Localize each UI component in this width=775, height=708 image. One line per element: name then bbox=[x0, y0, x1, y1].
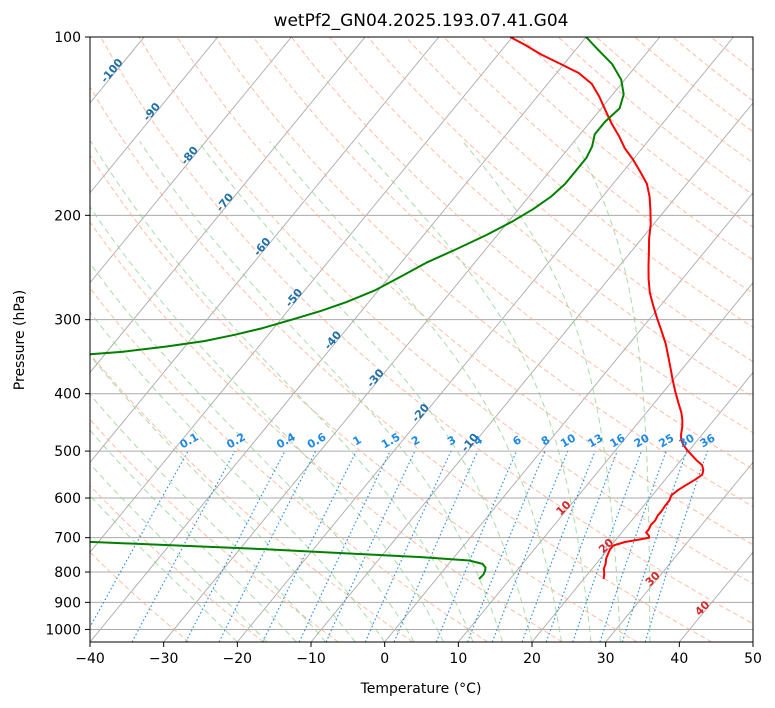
dry-adiabat bbox=[90, 221, 563, 642]
moist-adiabat bbox=[462, 140, 621, 642]
mixing-ratio-line bbox=[435, 450, 518, 642]
mixing-ratio-line bbox=[644, 450, 708, 642]
background-lines bbox=[90, 37, 753, 642]
y-tick-label: 300 bbox=[54, 313, 81, 329]
y-tick-label: 800 bbox=[54, 565, 81, 581]
x-tick-label: −10 bbox=[296, 651, 326, 667]
moist-adiabat bbox=[90, 311, 386, 642]
mixing-ratio-line bbox=[545, 450, 618, 642]
y-axis: 100 200 300 400 500 600 700 800 900 1000 bbox=[45, 30, 90, 638]
chart-title: wetPf2_GN04.2025.193.07.41.G04 bbox=[274, 11, 569, 31]
moist-adiabat bbox=[573, 141, 651, 642]
dry-adiabat bbox=[443, 37, 753, 294]
y-tick-label: 200 bbox=[54, 208, 81, 224]
moist-adiabat bbox=[269, 140, 562, 642]
x-tick-label: 40 bbox=[670, 651, 688, 667]
mixing-ratio-line bbox=[599, 450, 667, 642]
x-axis-label: Temperature (°C) bbox=[360, 681, 482, 697]
moist-adiabat bbox=[197, 141, 533, 642]
moist-adiabat bbox=[90, 429, 297, 642]
dry-adiabat bbox=[329, 37, 753, 398]
isotherm-line bbox=[384, 192, 753, 642]
x-tick-label: 20 bbox=[523, 651, 541, 667]
x-tick-label: 30 bbox=[597, 651, 615, 667]
x-axis: −40 −30 −20 −10 0 10 20 30 40 50 bbox=[75, 642, 762, 667]
x-tick-label: −30 bbox=[149, 651, 179, 667]
isotherm-line bbox=[90, 37, 292, 284]
dry-adiabat bbox=[138, 37, 753, 585]
dry-adiabat bbox=[90, 484, 264, 642]
isotherm-line bbox=[90, 37, 513, 553]
mixing-ratio-line bbox=[621, 450, 688, 642]
y-tick-label: 400 bbox=[54, 387, 81, 403]
y-tick-label: 700 bbox=[54, 531, 81, 547]
isotherm-line bbox=[90, 37, 587, 642]
mixing-ratio-line bbox=[218, 450, 317, 642]
mixing-ratio-line bbox=[131, 450, 236, 642]
y-tick-label: 900 bbox=[54, 595, 81, 611]
dry-adiabat bbox=[291, 37, 753, 434]
mixing-ratio-line bbox=[466, 450, 546, 642]
dewpoint-profile bbox=[90, 37, 625, 580]
y-tick-label: 100 bbox=[54, 30, 81, 46]
moist-adiabat bbox=[90, 205, 445, 642]
mixing-ratio-line bbox=[90, 450, 189, 629]
dry-adiabat bbox=[90, 287, 488, 642]
x-tick-label: −40 bbox=[75, 651, 105, 667]
moist-adiabat bbox=[357, 140, 592, 642]
dry-adiabat bbox=[90, 551, 190, 642]
mixing-ratio-line bbox=[393, 450, 479, 642]
dry-adiabat bbox=[100, 37, 753, 625]
mixing-ratio-line bbox=[491, 450, 569, 642]
dry-adiabat bbox=[214, 37, 753, 508]
moist-adiabat bbox=[90, 141, 474, 642]
moist-adiabat bbox=[90, 393, 327, 642]
dry-adiabat bbox=[90, 418, 339, 642]
dry-adiabat bbox=[405, 37, 753, 328]
x-tick-label: 0 bbox=[380, 651, 389, 667]
temperature-profile bbox=[509, 37, 705, 580]
y-tick-label: 600 bbox=[54, 491, 81, 507]
dry-adiabat bbox=[176, 37, 753, 546]
mixing-ratio-line bbox=[521, 450, 596, 642]
mixing-ratio-line bbox=[262, 450, 357, 642]
moist-adiabat bbox=[139, 141, 503, 642]
series-group bbox=[90, 37, 705, 580]
moist-adiabat bbox=[90, 495, 238, 642]
y-axis-label: Pressure (hPa) bbox=[12, 290, 28, 390]
dry-adiabat bbox=[90, 353, 414, 642]
isotherm-line bbox=[90, 37, 440, 464]
y-tick-label: 1000 bbox=[45, 622, 81, 638]
isotherm-line bbox=[605, 461, 753, 642]
isotherm-line bbox=[457, 281, 753, 642]
isotherm-line bbox=[90, 37, 366, 374]
mixing-ratio-line bbox=[572, 450, 643, 642]
dry-adiabat bbox=[90, 86, 712, 642]
moist-adiabat bbox=[90, 354, 356, 642]
moist-adiabat bbox=[90, 262, 415, 642]
plot-frame bbox=[89, 36, 754, 643]
x-tick-label: 10 bbox=[449, 651, 467, 667]
y-tick-label: 500 bbox=[54, 444, 81, 460]
isotherm-line bbox=[236, 37, 734, 642]
dry-adiabat bbox=[90, 154, 638, 642]
mixing-ratio-line bbox=[364, 450, 452, 642]
isotherm-line bbox=[90, 37, 219, 194]
isotherm-line bbox=[163, 37, 661, 642]
x-tick-label: 50 bbox=[744, 651, 762, 667]
isotherm-line bbox=[531, 371, 753, 642]
moist-adiabat bbox=[90, 463, 268, 642]
x-tick-label: −20 bbox=[223, 651, 253, 667]
